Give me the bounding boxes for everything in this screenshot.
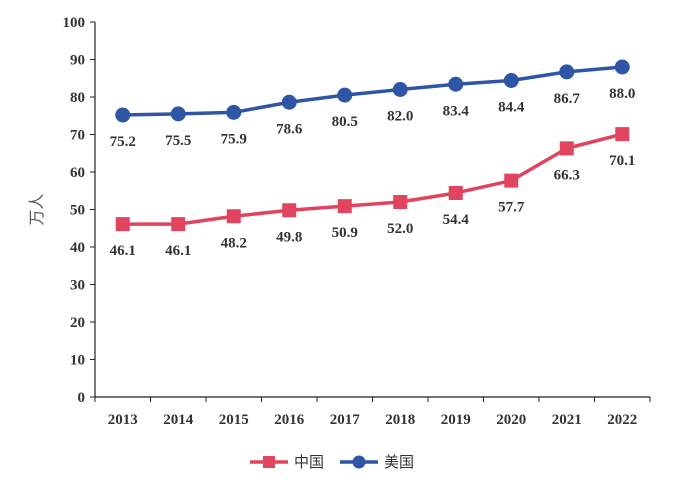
data-point-china (171, 217, 186, 232)
data-point-usa (226, 104, 242, 120)
data-point-china (504, 173, 519, 188)
y-tick-label: 10 (70, 353, 85, 369)
y-tick-label: 60 (70, 165, 85, 181)
x-tick-label: 2020 (496, 412, 526, 428)
data-label-usa: 88.0 (609, 86, 635, 102)
x-tick-label: 2014 (163, 412, 194, 428)
x-tick-label: 2015 (219, 412, 249, 428)
data-point-usa (392, 82, 408, 97)
y-tick-label: 30 (70, 278, 85, 294)
x-tick-label: 2017 (330, 412, 361, 428)
data-label-usa: 75.5 (165, 133, 191, 149)
data-label-usa: 82.0 (387, 109, 413, 125)
data-point-china (448, 186, 463, 200)
data-point-china (226, 209, 241, 224)
x-tick-label: 2021 (552, 412, 582, 428)
series-line-usa (122, 65, 623, 117)
data-point-usa (614, 59, 630, 75)
data-label-china: 57.7 (498, 200, 525, 216)
data-point-usa (337, 87, 353, 103)
data-label-usa: 84.4 (498, 100, 525, 116)
data-point-china (282, 203, 297, 218)
legend-marker-usa (352, 455, 366, 469)
data-point-usa (115, 107, 131, 123)
data-label-china: 66.3 (554, 167, 580, 183)
y-tick-label: 40 (70, 240, 85, 256)
data-point-usa (559, 64, 575, 80)
y-tick-label: 80 (70, 90, 85, 106)
data-label-usa: 75.2 (110, 134, 136, 150)
legend: 中国 美国 (250, 453, 414, 471)
data-label-china: 46.1 (165, 243, 191, 259)
x-tick-label: 2019 (441, 412, 471, 428)
data-label-china: 46.1 (110, 243, 136, 259)
y-axis-label: 万人 (27, 193, 46, 225)
data-point-usa (281, 94, 297, 110)
data-label-usa: 75.9 (221, 131, 247, 147)
data-label-usa: 83.4 (443, 103, 470, 119)
y-tick-label: 20 (70, 315, 85, 331)
data-label-usa: 86.7 (554, 91, 581, 107)
x-tick-label: 2013 (108, 412, 138, 428)
x-tick-label: 2022 (607, 412, 637, 428)
data-label-china: 48.2 (221, 235, 247, 251)
data-label-china: 52.0 (387, 221, 413, 237)
y-tick-label: 50 (70, 203, 85, 219)
data-point-china (337, 199, 352, 214)
legend-label-china: 中国 (294, 453, 324, 471)
data-point-china (559, 141, 574, 156)
data-point-china (115, 217, 130, 232)
series-layer: 46.1 46.1 48.2 49.8 50.9 52.0 54.4 57.7 66.3 70.1… (110, 59, 635, 259)
y-tick-label: 70 (70, 128, 85, 144)
data-point-china (615, 127, 630, 142)
series-china: 46.1 46.1 48.2 49.8 50.9 52.0 54.4 57.7 66.3 70.1 (110, 127, 635, 259)
legend-item-china: 中国 (250, 453, 324, 471)
legend-marker-china (263, 456, 275, 468)
data-label-china: 49.8 (276, 229, 302, 245)
data-label-china: 54.4 (443, 212, 470, 228)
data-point-usa (170, 106, 186, 122)
data-point-usa (448, 76, 464, 92)
legend-label-usa: 美国 (384, 453, 414, 471)
x-axis-ticks: 2013 2014 2015 2016 2017 2018 2019 2020 2021 2022 (94, 397, 651, 428)
x-tick-label: 2018 (385, 412, 415, 428)
y-tick-label: 0 (78, 390, 86, 406)
data-label-china: 50.9 (332, 225, 358, 241)
data-label-china: 70.1 (609, 153, 635, 169)
data-label-usa: 78.6 (276, 121, 303, 137)
data-point-usa (503, 73, 519, 88)
y-tick-label: 100 (63, 15, 86, 31)
series-usa: 75.2 75.5 75.9 78.6 80.5 82.0 83.4 84.4 86.7 88.0 (110, 59, 635, 150)
x-tick-label: 2016 (274, 412, 305, 428)
data-point-china (393, 195, 408, 209)
y-tick-label: 90 (70, 53, 85, 69)
data-label-usa: 80.5 (332, 114, 358, 130)
legend-item-usa: 美国 (340, 453, 414, 471)
y-axis-ticks: 0 10 20 30 40 50 60 70 80 90 100 (63, 15, 95, 406)
series-line-china (122, 132, 623, 226)
